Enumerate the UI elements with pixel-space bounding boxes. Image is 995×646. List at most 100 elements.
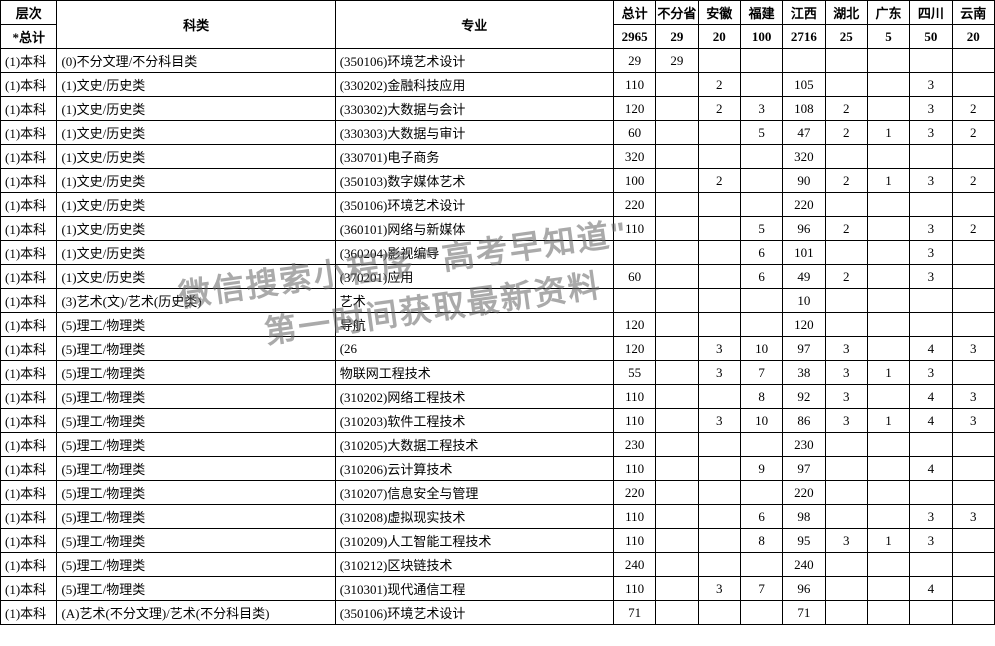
cell-value	[867, 385, 909, 409]
cell-value	[825, 145, 867, 169]
cell-value	[698, 481, 740, 505]
header-col-total: 总计	[613, 1, 655, 25]
cell-value	[740, 553, 782, 577]
cell-value: 3	[910, 97, 952, 121]
cell-value: 108	[783, 97, 825, 121]
cell-value: 320	[783, 145, 825, 169]
header-col: 湖北	[825, 1, 867, 25]
cell-value	[910, 433, 952, 457]
cell-value	[952, 289, 994, 313]
cell-value: 6	[740, 241, 782, 265]
cell-major: (310202)网络工程技术	[335, 385, 613, 409]
cell-value: 96	[783, 577, 825, 601]
cell-value	[656, 457, 698, 481]
cell-value	[867, 457, 909, 481]
cell-level: (1)本科	[1, 577, 57, 601]
cell-value	[656, 577, 698, 601]
cell-value: 3	[910, 169, 952, 193]
header-total: 2965	[613, 25, 655, 49]
cell-category: (5)理工/物理类	[57, 529, 335, 553]
cell-value: 3	[910, 361, 952, 385]
cell-level: (1)本科	[1, 361, 57, 385]
cell-level: (1)本科	[1, 265, 57, 289]
cell-value	[740, 145, 782, 169]
cell-value: 4	[910, 385, 952, 409]
cell-value: 3	[910, 505, 952, 529]
cell-value: 2	[825, 217, 867, 241]
cell-value: 7	[740, 577, 782, 601]
table-body: (1)本科(0)不分文理/不分科目类(350106)环境艺术设计2929(1)本…	[1, 49, 995, 625]
cell-value	[952, 529, 994, 553]
cell-value: 110	[613, 505, 655, 529]
cell-value	[740, 289, 782, 313]
cell-value	[952, 601, 994, 625]
cell-value	[867, 73, 909, 97]
table-row: (1)本科(1)文史/历史类(370201)应用6064923	[1, 265, 995, 289]
cell-value: 8	[740, 529, 782, 553]
cell-category: (5)理工/物理类	[57, 409, 335, 433]
cell-value: 90	[783, 169, 825, 193]
cell-value	[910, 553, 952, 577]
cell-value: 29	[656, 49, 698, 73]
cell-value	[825, 49, 867, 73]
header-col: 四川	[910, 1, 952, 25]
table-row: (1)本科(1)文史/历史类(330302)大数据与会计12023108232	[1, 97, 995, 121]
cell-value	[698, 217, 740, 241]
cell-value	[783, 49, 825, 73]
table-row: (1)本科(5)理工/物理类(310301)现代通信工程11037964	[1, 577, 995, 601]
table-row: (1)本科(5)理工/物理类(310205)大数据工程技术230230	[1, 433, 995, 457]
cell-value: 4	[910, 337, 952, 361]
cell-value: 110	[613, 385, 655, 409]
cell-value	[825, 481, 867, 505]
cell-value	[656, 289, 698, 313]
cell-value	[656, 385, 698, 409]
cell-value	[825, 241, 867, 265]
cell-value: 3	[825, 337, 867, 361]
cell-value: 60	[613, 265, 655, 289]
cell-value: 110	[613, 457, 655, 481]
table-row: (1)本科(1)文史/历史类(360204)影视编导61013	[1, 241, 995, 265]
cell-value	[656, 409, 698, 433]
cell-major: (330303)大数据与审计	[335, 121, 613, 145]
cell-value: 110	[613, 529, 655, 553]
cell-value: 92	[783, 385, 825, 409]
cell-category: (5)理工/物理类	[57, 337, 335, 361]
cell-value: 3	[825, 529, 867, 553]
cell-major: 艺术	[335, 289, 613, 313]
cell-value	[698, 553, 740, 577]
cell-value: 3	[740, 97, 782, 121]
cell-value: 98	[783, 505, 825, 529]
cell-value	[952, 433, 994, 457]
cell-value: 3	[698, 361, 740, 385]
cell-value: 220	[783, 481, 825, 505]
cell-value: 120	[783, 313, 825, 337]
cell-value	[656, 265, 698, 289]
cell-value	[656, 505, 698, 529]
cell-level: (1)本科	[1, 73, 57, 97]
cell-value	[952, 313, 994, 337]
table-row: (1)本科(1)文史/历史类(350106)环境艺术设计220220	[1, 193, 995, 217]
cell-value	[656, 97, 698, 121]
cell-value	[740, 313, 782, 337]
cell-value: 97	[783, 337, 825, 361]
cell-value: 10	[783, 289, 825, 313]
cell-value: 1	[867, 361, 909, 385]
cell-value: 60	[613, 121, 655, 145]
cell-value: 9	[740, 457, 782, 481]
cell-value: 5	[740, 121, 782, 145]
cell-value	[867, 193, 909, 217]
cell-value: 2	[952, 217, 994, 241]
cell-value: 2	[952, 121, 994, 145]
cell-value	[867, 241, 909, 265]
cell-value: 3	[910, 121, 952, 145]
cell-value	[825, 601, 867, 625]
cell-value	[910, 481, 952, 505]
cell-value: 240	[613, 553, 655, 577]
cell-value	[740, 169, 782, 193]
cell-level: (1)本科	[1, 409, 57, 433]
cell-value: 3	[952, 385, 994, 409]
cell-value	[698, 529, 740, 553]
cell-category: (1)文史/历史类	[57, 73, 335, 97]
cell-value	[825, 553, 867, 577]
header-major: 专业	[335, 1, 613, 49]
